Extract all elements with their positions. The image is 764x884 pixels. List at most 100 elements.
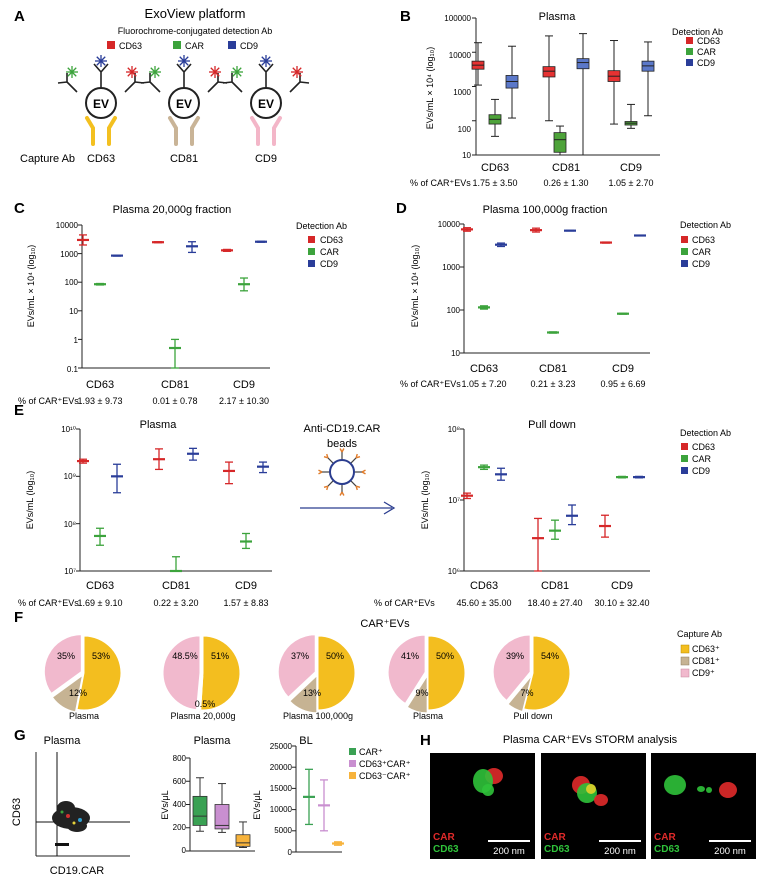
d-pct-label: % of CAR⁺EVs: [400, 379, 461, 389]
g-ytick: 400: [173, 800, 187, 809]
b-ytick: 100000: [444, 14, 471, 23]
legend-swatch-cd63: [308, 236, 315, 243]
pie-slice-cd63: [427, 635, 466, 711]
capture-cd63: CD63: [87, 153, 115, 165]
pie-value-cd81: 0.5%: [195, 699, 216, 709]
legend-swatch-cd9: [681, 467, 688, 474]
ev-circle: [168, 87, 200, 119]
d-pct: 1.05 ± 7.20: [462, 379, 507, 389]
panel-letter-c: C: [14, 200, 25, 217]
e-ytick: 10⁷: [64, 567, 76, 576]
g-ytick: 20000: [270, 763, 293, 772]
capture-cd81: CD81: [170, 153, 198, 165]
legend-label-cd9: CD9: [240, 41, 258, 51]
g-ytick: 15000: [270, 784, 293, 793]
legend-label: CAR: [697, 47, 717, 57]
flow-xlabel: CD19.CAR: [50, 865, 104, 877]
panel-b-ylabel: EVs/mL × 10⁴ (log₁₀): [425, 47, 435, 130]
panel-e-legend: Detection Ab CD63 CAR CD9: [680, 428, 731, 476]
pie-slice-cd63: [200, 635, 241, 711]
legend-swatch-cd9: [228, 41, 236, 49]
legend-label: CD63: [692, 235, 715, 245]
event-dot: [60, 810, 64, 814]
e-ytick: 10⁹: [64, 472, 76, 481]
legend-label: CD63⁺CAR⁺: [359, 759, 411, 769]
box-cd9: [576, 58, 590, 70]
b-ytick: 100: [458, 125, 472, 134]
pie-slice-cd81: [507, 675, 533, 713]
bead-antibody-arm: [326, 485, 329, 491]
e-ytick: 10⁷: [448, 496, 460, 505]
legend-label: CD9⁺: [692, 668, 715, 678]
b-xtick: CD81: [552, 162, 580, 174]
panel-a-subtitle: Fluorochrome-conjugated detection Ab: [118, 26, 273, 36]
fluorochrome-star-icon: [150, 67, 160, 77]
pie-slice-cd9: [162, 635, 201, 711]
g-ytick: 25000: [270, 742, 293, 751]
panel-b: B Plasma EVs/mL × 10⁴ (log₁₀) 100000 100…: [400, 8, 723, 188]
flow-ylabel: CD63: [11, 798, 23, 826]
panel-c-title: Plasma 20,000g fraction: [113, 204, 232, 216]
pie-value-cd81: 9%: [415, 688, 428, 698]
pie-slice-cd63: [523, 635, 571, 711]
pie-value-cd81: 7%: [520, 688, 533, 698]
c-ytick: 1000: [60, 250, 78, 259]
e-xtick: CD9: [611, 580, 633, 592]
fluorochrome-star-icon: [127, 67, 137, 77]
legend-label: CAR⁺: [359, 747, 383, 757]
panel-e-right-ylabel: EVs/mL (log₁₀): [420, 471, 430, 529]
legend-swatch-cd9: [680, 668, 690, 678]
bead-antibody: [327, 480, 334, 487]
legend-swatch-cd9: [686, 59, 693, 66]
legend-label: CD9: [320, 259, 338, 269]
legend-label: CD63⁻CAR⁺: [359, 771, 411, 781]
fluorochrome-star-icon: [292, 67, 302, 77]
storm-signal-blob: [594, 794, 608, 806]
legend-swatch-cd81: [680, 656, 690, 666]
bl-ylabel: EVs/μL: [252, 790, 262, 819]
pie-value-cd63: 50%: [436, 651, 454, 661]
legend-label: CD9: [692, 466, 710, 476]
d-pct: 0.95 ± 6.69: [601, 379, 646, 389]
fluorochrome-star-icon: [232, 67, 242, 77]
box-car: [553, 132, 567, 153]
legend-label: CD63: [320, 235, 343, 245]
ev-label: EV: [176, 97, 192, 111]
pie-chart: 50% 37% 13%: [277, 634, 356, 714]
panel-e-right-title: Pull down: [528, 419, 576, 431]
e-pct: 45.60 ± 35.00: [457, 598, 512, 608]
pie-value-cd63: 51%: [211, 651, 229, 661]
panel-e-right-yticks: 10⁸ 10⁷ 10⁶: [448, 425, 460, 576]
pie-chart: 50% 41% 9%: [387, 634, 466, 714]
panel-f: F CAR⁺EVs 53% 35% 12% 51% 48.5% 0.5% 50% 37% 13%…: [14, 609, 722, 721]
bead-antibody-arm: [341, 491, 345, 496]
legend-swatch-cd63-car: [349, 760, 356, 767]
c-ytick: 1: [74, 336, 79, 345]
panel-e-left-title: Plasma: [140, 419, 178, 431]
panel-letter-d: D: [396, 200, 407, 217]
e-ytick: 10¹⁰: [61, 425, 76, 434]
legend-label: CD63⁺: [692, 644, 720, 654]
d-xtick: CD9: [612, 363, 634, 375]
fluorochrome-star-icon: [210, 67, 220, 77]
capture-antibody: [168, 116, 200, 146]
legend-label: CD63: [692, 442, 715, 452]
legend-title: Detection Ab: [672, 27, 723, 37]
ev-circle: [85, 87, 117, 119]
panel-a-title: ExoView platform: [145, 6, 246, 21]
bead-icon: [318, 448, 366, 496]
b-pct-label: % of CAR⁺EVs: [410, 178, 471, 188]
panel-a: A ExoView platform Fluorochrome-conjugat…: [14, 6, 310, 165]
e-xtick: CD81: [541, 580, 569, 592]
box-1: [214, 804, 230, 830]
detection-antibody: [57, 73, 78, 93]
ev-diagrams: EV EV EV: [57, 55, 310, 146]
pie-slice-cd81: [289, 674, 318, 714]
bead-antibody-arm: [361, 469, 366, 473]
storm-cd63-label: CD63: [654, 844, 680, 855]
b-xtick: CD63: [481, 162, 509, 174]
box-title: Plasma: [194, 735, 232, 747]
g-ytick: 800: [173, 754, 187, 763]
